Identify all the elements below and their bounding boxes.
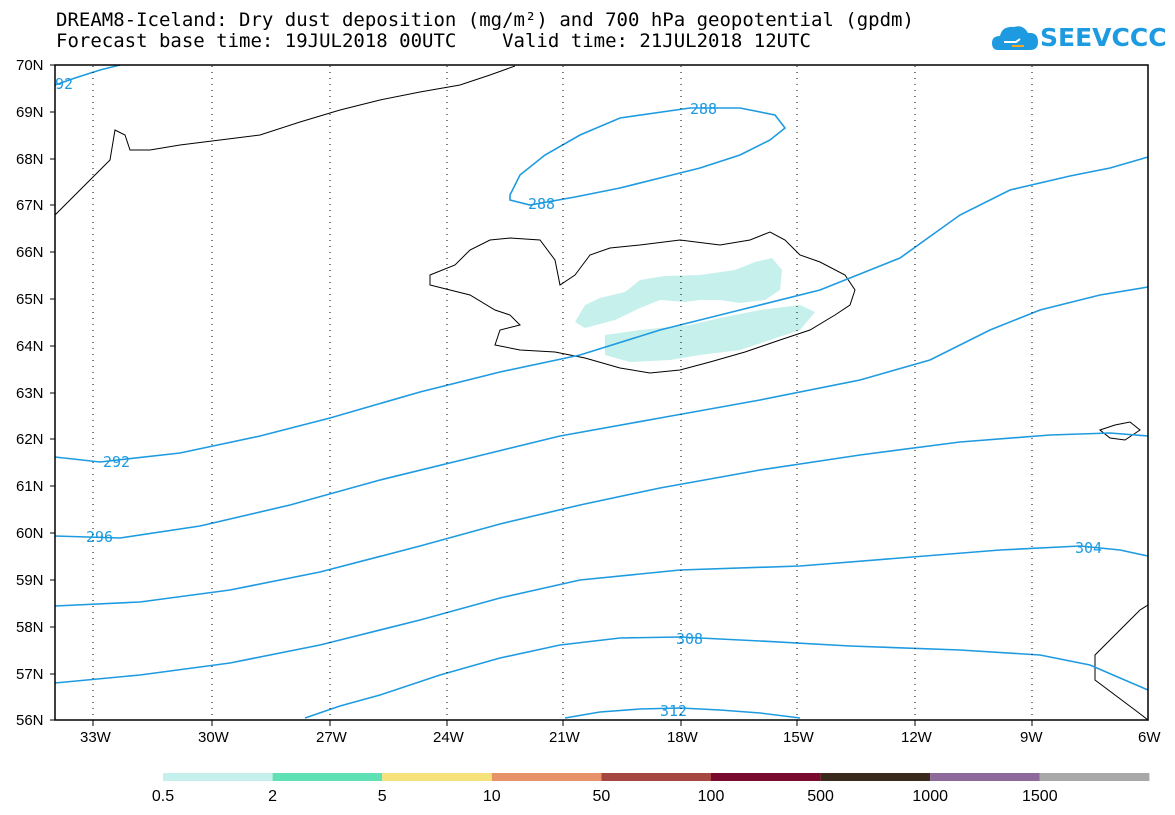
forecast-times: Forecast base time: 19JUL2018 00UTC Vali… xyxy=(56,30,811,52)
legend-tick-label: 2 xyxy=(268,788,277,805)
dust-deposition-area xyxy=(575,258,815,362)
lat-label: 58N xyxy=(16,619,44,636)
lat-label: 70N xyxy=(16,57,44,74)
lat-label: 60N xyxy=(16,525,44,542)
coastline xyxy=(54,65,1149,722)
logo-text: SEEVCCC xyxy=(1040,23,1167,52)
lon-label: 15W xyxy=(783,729,815,746)
lon-label: 9W xyxy=(1020,729,1043,746)
lon-label: 24W xyxy=(433,729,465,746)
legend-tick-label: 100 xyxy=(698,788,725,805)
map-title: DREAM8-Iceland: Dry dust deposition (mg/… xyxy=(56,9,914,31)
legend-tick-label: 1500 xyxy=(1022,788,1058,805)
legend-color-box xyxy=(930,773,1040,781)
lat-label: 57N xyxy=(16,666,44,683)
legend-tick-label: 10 xyxy=(483,788,501,805)
lon-label: 27W xyxy=(316,729,348,746)
legend-color-box xyxy=(382,773,492,781)
contour-label: 312 xyxy=(660,702,687,720)
contour-label: 288 xyxy=(690,100,717,118)
contour-label: 92 xyxy=(55,75,73,93)
lat-label: 66N xyxy=(16,244,44,261)
map-frame xyxy=(54,64,1149,721)
contour-label: 292 xyxy=(103,453,130,471)
lon-label: 21W xyxy=(549,729,581,746)
legend-color-box xyxy=(711,773,821,781)
lat-label: 64N xyxy=(16,338,44,355)
legend-color-box xyxy=(491,773,602,781)
grid-lines xyxy=(92,66,1033,719)
legend-color-box xyxy=(163,773,273,781)
legend-color-box xyxy=(820,773,931,781)
contour-label: 288 xyxy=(528,195,555,213)
geopotential-contours xyxy=(54,64,1149,719)
lat-label: 65N xyxy=(16,291,44,308)
legend-color-box xyxy=(272,773,383,781)
color-legend: 0.5 2 5 10 50 100 500 1000 1500 xyxy=(152,773,1150,805)
lat-label: 67N xyxy=(16,197,44,214)
lat-label: 63N xyxy=(16,385,44,402)
lat-label: 56N xyxy=(16,712,44,729)
legend-tick-label: 5 xyxy=(378,788,387,805)
cloud-logo-icon xyxy=(992,26,1038,50)
lon-label: 12W xyxy=(901,729,933,746)
lon-label: 30W xyxy=(198,729,230,746)
legend-tick-label: 500 xyxy=(807,788,834,805)
latitude-axis: 70N 69N 68N 67N 66N 65N 64N 63N 62N 61N … xyxy=(16,57,55,729)
lat-label: 61N xyxy=(16,478,44,495)
legend-tick-label: 1000 xyxy=(912,788,948,805)
lon-label: 33W xyxy=(80,729,112,746)
longitude-axis: 33W 30W 27W 24W 21W 18W 15W 12W 9W 6W xyxy=(80,720,1161,746)
legend-tick-label: 0.5 xyxy=(152,788,174,805)
lat-label: 59N xyxy=(16,572,44,589)
legend-color-box xyxy=(601,773,711,781)
lon-label: 18W xyxy=(667,729,699,746)
legend-tick-label: 50 xyxy=(593,788,611,805)
lon-label: 6W xyxy=(1138,729,1161,746)
contour-label: 308 xyxy=(676,630,703,648)
legend-color-box xyxy=(1039,773,1150,781)
contour-label: 296 xyxy=(86,528,113,546)
lat-label: 68N xyxy=(16,151,44,168)
lat-label: 62N xyxy=(16,431,44,448)
contour-labels: 92 288 288 292 296 304 308 312 xyxy=(55,75,1102,720)
contour-label: 304 xyxy=(1075,539,1102,557)
lat-label: 69N xyxy=(16,104,44,121)
